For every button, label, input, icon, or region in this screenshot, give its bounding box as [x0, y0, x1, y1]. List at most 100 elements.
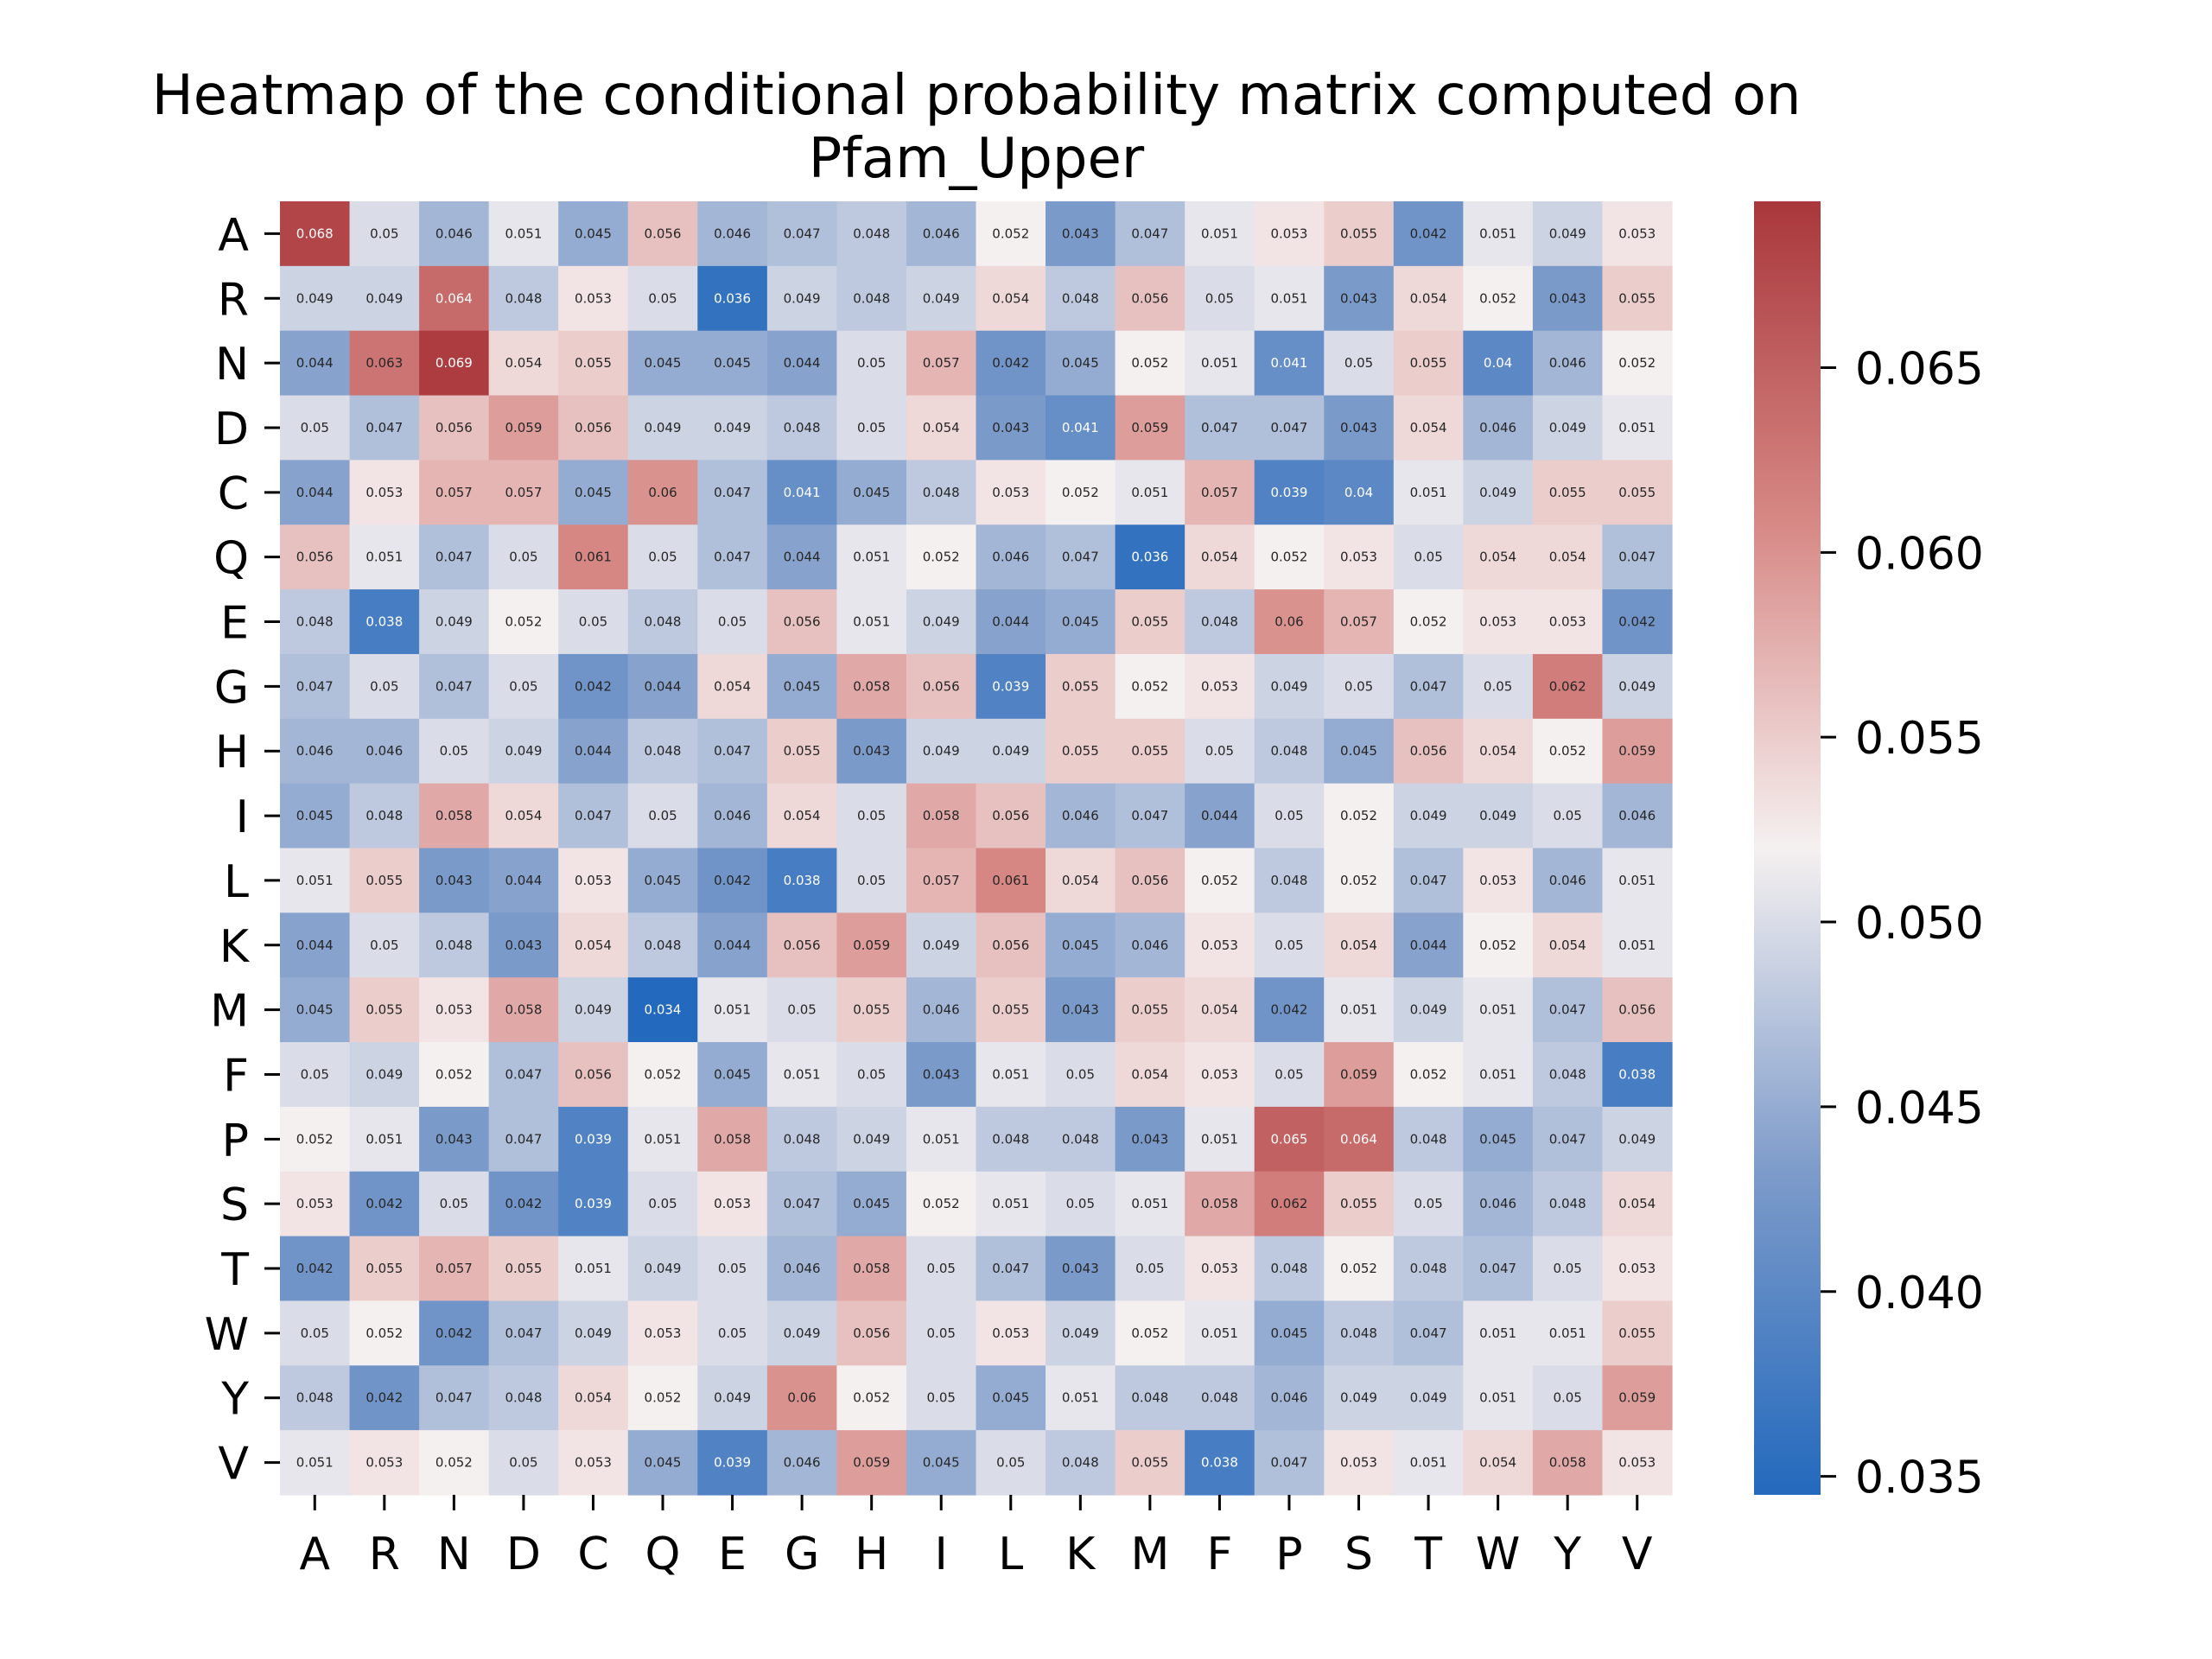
cell-value-label: 0.045	[853, 1196, 890, 1211]
heatmap-cell-C-Q	[627, 460, 698, 525]
heatmap-cell-M-I	[906, 977, 977, 1043]
heatmap-cell-H-R	[349, 718, 420, 785]
cell-value-label: 0.042	[505, 1196, 542, 1211]
heatmap-cell-Q-I	[906, 524, 977, 590]
cell-value-label: 0.053	[1270, 226, 1307, 241]
cell-value-label: 0.047	[1410, 873, 1447, 888]
heatmap-cell-W-L	[976, 1300, 1046, 1366]
cell-value-label: 0.045	[645, 355, 682, 371]
cell-value-label: 0.05	[1066, 1066, 1095, 1082]
cell-value-label: 0.051	[1131, 485, 1168, 500]
heatmap-cell-M-W	[1463, 977, 1534, 1043]
cell-value-label: 0.041	[1270, 355, 1307, 371]
heatmap-cell-T-S	[1324, 1236, 1395, 1302]
heatmap-cell-C-P	[1254, 460, 1325, 525]
cell-value-label: 0.041	[784, 485, 821, 500]
colorbar-tick-label: 0.060	[1855, 528, 1984, 580]
cell-value-label: 0.046	[1479, 420, 1516, 435]
cell-value-label: 0.045	[645, 1455, 682, 1471]
cell-value-label: 0.047	[1201, 420, 1238, 435]
cell-value-label: 0.052	[365, 1325, 403, 1341]
cell-value-label: 0.047	[575, 808, 612, 823]
cell-value-label: 0.048	[1340, 1325, 1377, 1341]
cell-value-label: 0.051	[1340, 1002, 1377, 1018]
cell-value-label: 0.054	[575, 938, 612, 953]
heatmap-cell-R-S	[1324, 265, 1395, 332]
heatmap-cell-W-C	[558, 1300, 629, 1366]
cell-value-label: 0.049	[714, 420, 751, 435]
heatmap-cell-S-Q	[627, 1171, 698, 1237]
cell-value-label: 0.056	[1410, 743, 1447, 759]
heatmap-cell-L-V	[1602, 848, 1673, 913]
heatmap-cell-Q-Y	[1532, 524, 1604, 590]
heatmap-cell-F-D	[488, 1042, 559, 1108]
cell-value-label: 0.051	[1270, 290, 1307, 306]
cell-value-label: 0.05	[718, 1261, 747, 1276]
heatmap-cell-Q-M	[1115, 524, 1185, 590]
heatmap-cell-M-D	[488, 977, 559, 1043]
heatmap-cell-R-R	[349, 265, 420, 332]
heatmap-cell-L-D	[488, 848, 559, 913]
heatmap-cell-F-V	[1602, 1042, 1673, 1108]
cell-value-label: 0.05	[648, 290, 677, 306]
cell-value-label: 0.054	[575, 1390, 612, 1406]
cell-value-label: 0.036	[1131, 550, 1168, 565]
heatmap-cell-P-M	[1115, 1106, 1185, 1173]
heatmap-cell-L-F	[1185, 848, 1255, 913]
cell-value-label: 0.051	[575, 1261, 612, 1276]
cell-value-label: 0.055	[1131, 1455, 1168, 1471]
heatmap-cell-K-A	[280, 912, 351, 978]
heatmap-cell-I-N	[419, 783, 490, 849]
cell-value-label: 0.049	[1410, 1002, 1447, 1018]
cell-value-label: 0.054	[1201, 1002, 1238, 1018]
cell-value-label: 0.048	[1549, 1196, 1586, 1211]
heatmap-cell-K-M	[1115, 912, 1185, 978]
cell-value-label: 0.042	[575, 678, 612, 694]
heatmap-cell-Q-E	[697, 524, 768, 590]
heatmap-cell-Y-Y	[1532, 1365, 1604, 1431]
cell-value-label: 0.05	[1205, 743, 1234, 759]
heatmap-cell-N-W	[1463, 330, 1534, 397]
heatmap-cell-T-I	[906, 1236, 977, 1302]
heatmap-cell-D-M	[1115, 395, 1185, 461]
cell-value-label: 0.05	[301, 420, 329, 435]
cell-value-label: 0.047	[505, 1131, 542, 1147]
heatmap-cell-T-K	[1046, 1236, 1116, 1302]
cell-value-label: 0.049	[923, 938, 960, 953]
x-tick-label-E: E	[718, 1529, 747, 1580]
cell-value-label: 0.055	[365, 1002, 403, 1018]
heatmap-cell-G-P	[1254, 653, 1325, 720]
heatmap-cell-D-I	[906, 395, 977, 461]
heatmap-cell-E-L	[976, 589, 1046, 655]
cell-value-label: 0.051	[296, 1455, 334, 1471]
cell-value-label: 0.049	[992, 743, 1029, 759]
cell-value-label: 0.049	[1479, 808, 1516, 823]
heatmap-cell-W-E	[697, 1300, 768, 1366]
heatmap-cell-C-I	[906, 460, 977, 525]
cell-value-label: 0.045	[714, 1066, 751, 1082]
heatmap-cell-G-T	[1393, 653, 1464, 720]
heatmap-cell-E-Q	[627, 589, 698, 655]
heatmap-cell-N-E	[697, 330, 768, 397]
heatmap-cell-L-Q	[627, 848, 698, 913]
cell-value-label: 0.05	[648, 1196, 677, 1211]
y-tick-label-I: I	[236, 791, 249, 843]
cell-value-label: 0.045	[853, 485, 890, 500]
cell-value-label: 0.045	[575, 226, 612, 241]
cell-value-label: 0.054	[1618, 1196, 1656, 1211]
heatmap-cell-L-Y	[1532, 848, 1604, 913]
cell-value-label: 0.054	[1410, 420, 1447, 435]
heatmap-cell-P-R	[349, 1106, 420, 1173]
heatmap-cell-D-F	[1185, 395, 1255, 461]
heatmap-cell-M-V	[1602, 977, 1673, 1043]
heatmap-cell-K-N	[419, 912, 490, 978]
heatmap-cell-M-F	[1185, 977, 1255, 1043]
heatmap-cell-M-S	[1324, 977, 1395, 1043]
cell-value-label: 0.059	[1618, 743, 1656, 759]
cell-value-label: 0.047	[1270, 420, 1307, 435]
cell-value-label: 0.044	[575, 743, 612, 759]
cell-value-label: 0.054	[992, 290, 1029, 306]
heatmap-cell-W-V	[1602, 1300, 1673, 1366]
cell-value-label: 0.047	[1410, 1325, 1447, 1341]
